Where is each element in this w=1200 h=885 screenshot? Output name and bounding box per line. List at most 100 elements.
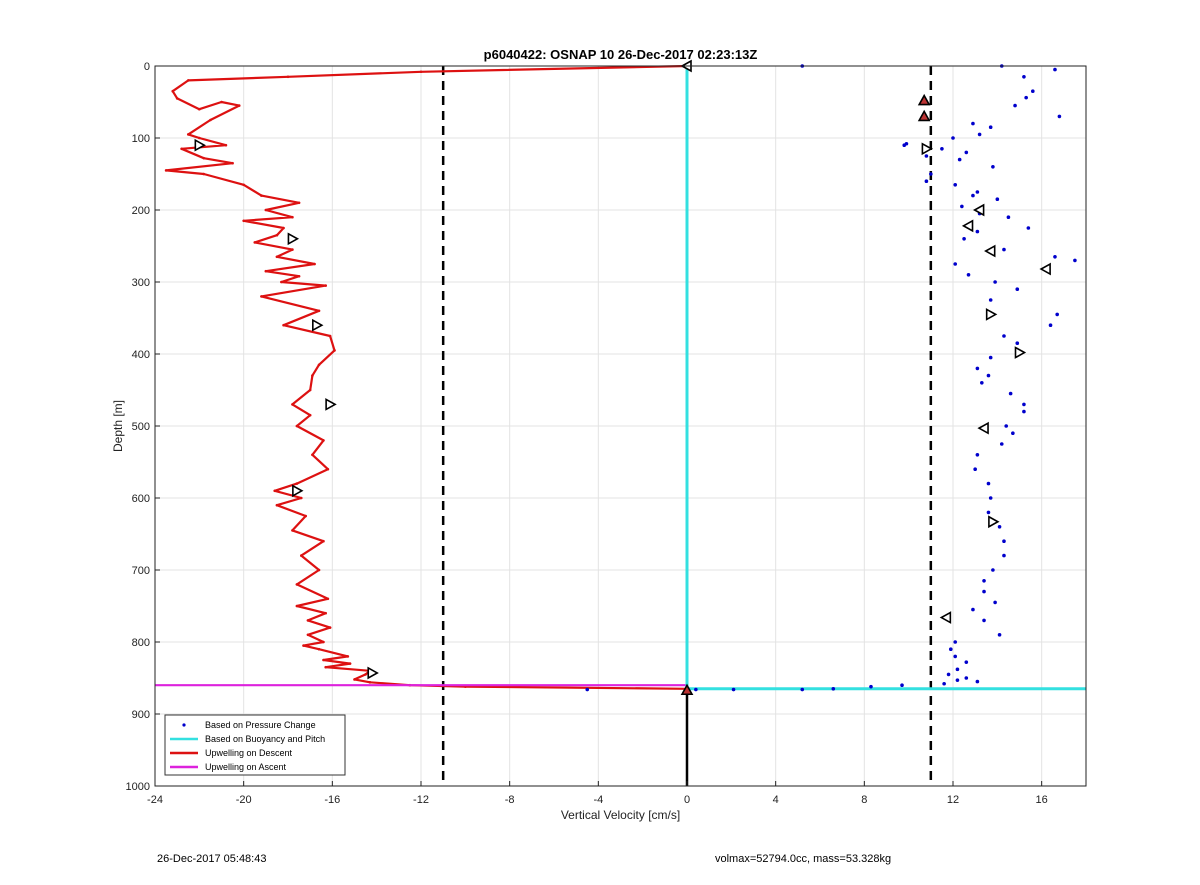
descent-point [324,284,327,287]
pressure-change-point [1015,341,1020,346]
pressure-change-point [1006,215,1011,219]
descent-point [306,633,310,637]
descent-point [322,539,325,543]
descent-point [186,79,190,82]
pressure-change-point [988,355,993,360]
descent-point [317,647,321,651]
descent-point [175,97,179,100]
direction-marker [680,683,694,696]
pressure-change-point [1031,89,1035,93]
direction-marker [988,515,1000,529]
descent-point [286,75,290,79]
direction-marker [917,109,931,122]
descent-point [291,529,294,532]
y-tick-label: 600 [132,493,150,505]
pressure-change-point [800,687,805,692]
legend-label: Upwelling on Ascent [205,762,287,772]
descent-point [220,100,223,104]
footer-vehicle-info: volmax=52794.0cc, mass=53.328kg [715,853,892,865]
descent-point [295,604,299,608]
pressure-change-point [948,647,953,651]
pressure-change-point [1002,334,1006,338]
pressure-change-point [975,679,980,684]
series-based-on-buoyancy-and-pitch [685,66,1086,691]
descent-point [291,403,294,406]
pressure-change-point [975,366,980,371]
pressure-change-point [975,190,980,194]
descent-point [224,143,228,147]
descent-point [231,161,234,165]
pressure-change-point [997,525,1002,529]
pressure-change-point [1024,95,1028,100]
descent-point [260,194,263,197]
pressure-change-point [993,600,997,605]
descent-point [273,489,277,493]
descent-point [297,274,301,278]
pressure-change-point [993,280,997,284]
pressure-change-point [1057,114,1062,119]
descent-point [419,70,423,74]
x-tick-label: 0 [684,794,690,806]
descent-point [202,172,206,176]
pressure-change-point [955,678,960,682]
x-tick-label: 16 [1036,794,1048,806]
pressure-change-point [1026,226,1031,230]
x-tick-label: -16 [324,794,340,806]
pressure-change-point [1022,402,1026,407]
descent-point [282,226,285,230]
pressure-change-point [977,132,982,137]
descent-point [164,169,168,172]
descent-point [297,201,301,205]
descent-point [317,309,321,313]
direction-marker [312,318,324,332]
pressure-change-point [1002,553,1006,558]
x-tick-label: 8 [861,794,867,806]
pressure-change-point [962,237,966,241]
pressure-change-point [1022,75,1026,79]
direction-marker [917,93,931,106]
descent-point [324,611,327,615]
descent-point [346,655,350,658]
direction-marker [972,203,985,217]
pressure-change-point [1011,431,1015,436]
descent-point [306,619,310,622]
y-tick-label: 900 [132,709,150,721]
descent-point [186,133,190,136]
pressure-change-point [995,197,1000,201]
legend-entry-upwelling-on-ascent: Upwelling on Ascent [170,762,287,772]
descent-point [326,467,330,471]
descent-point [311,374,314,377]
pressure-change-point [964,676,969,680]
descent-point [322,658,325,662]
descent-point [322,439,325,442]
descent-point [295,482,299,485]
pressure-change-point [1002,539,1006,543]
line-upwelling-on-descent [165,64,688,690]
direction-marker [287,232,300,246]
pressure-change-point [988,125,993,129]
pressure-change-point [951,136,955,140]
pressure-change-point [982,618,986,623]
pressure-change-point [942,681,946,686]
direction-marker [921,142,934,156]
descent-point [171,89,175,93]
pressure-change-point [986,510,991,515]
pressure-change-point [940,147,944,151]
marker-layer [194,59,1051,696]
descent-point [237,104,241,107]
pressure-change-point [1073,258,1077,263]
legend-label: Upwelling on Descent [205,748,293,758]
pressure-change-point [953,183,958,187]
descent-point [282,323,285,327]
pressure-change-point [953,640,958,644]
descent-point [311,453,314,457]
footer-timestamp: 26-Dec-2017 05:48:43 [157,853,267,865]
descent-point [260,295,263,298]
pressure-change-point [1022,409,1026,414]
direction-marker [194,138,206,152]
pressure-change-point [900,683,904,687]
y-tick-label: 100 [132,133,150,145]
y-tick-label: 700 [132,565,150,577]
descent-point [348,662,352,665]
descent-point [275,255,279,259]
